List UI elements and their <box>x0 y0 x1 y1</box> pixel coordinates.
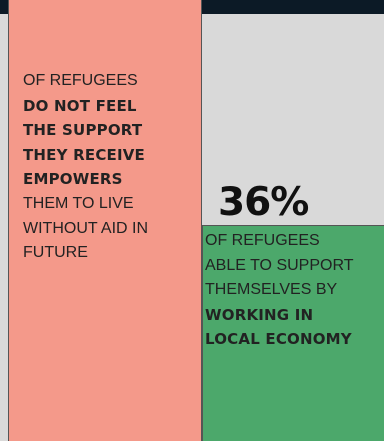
annotation-line-bold: THE SUPPORT <box>23 121 143 140</box>
annotation-line: WITHOUT AID IN <box>23 219 149 237</box>
annotation-line-bold: DO NOT FEEL <box>23 96 137 115</box>
annotation-line: OF REFUGEES <box>23 72 138 89</box>
annotation-line: OF REFUGEES <box>205 232 320 249</box>
annotation-line-bold: WORKING IN <box>205 305 314 324</box>
annotation-line: FUTURE <box>23 244 88 262</box>
bar-2: OF REFUGEES ABLE TO SUPPORT THEMSELVES BY W… <box>202 225 384 441</box>
annotation-line-bold: THEY RECEIVE <box>23 145 146 164</box>
annotation-line: ABLE TO SUPPORT <box>205 256 354 274</box>
annotation-line-bold: EMPOWERS <box>23 170 123 189</box>
annotation-line: THEM TO LIVE <box>23 194 134 212</box>
annotation-line-bold: LOCAL ECONOMY <box>205 330 352 349</box>
annotation-line: THEMSELVES BY <box>205 281 338 299</box>
bar-value-label-2: 36% <box>218 180 309 225</box>
bar-annotation-2: OF REFUGEES ABLE TO SUPPORT THEMSELVES BY W… <box>205 229 354 352</box>
bar-annotation-1: OF REFUGEES DO NOT FEEL THE SUPPORT THEY RE… <box>23 69 148 266</box>
bar-1: OF REFUGEES DO NOT FEEL THE SUPPORT THEY RE… <box>8 0 202 441</box>
